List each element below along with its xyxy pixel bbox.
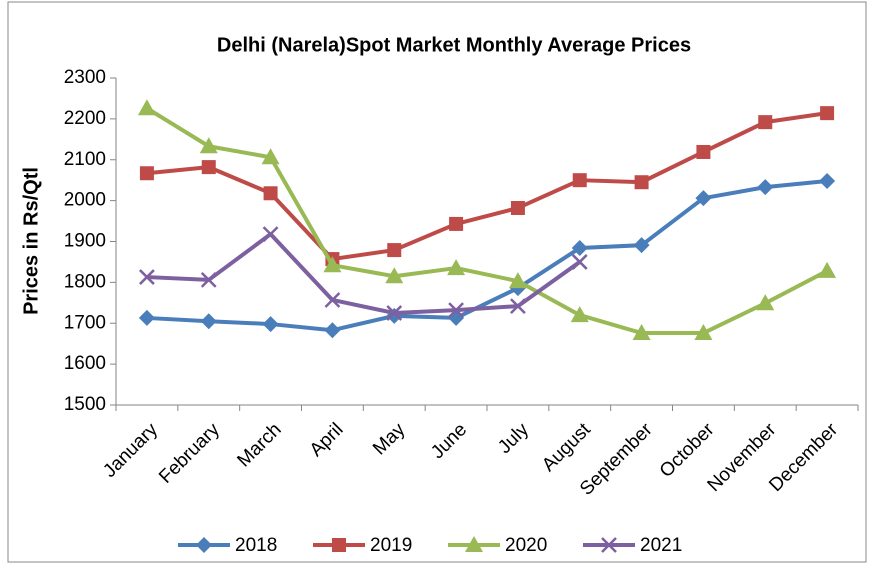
marker xyxy=(199,137,218,154)
marker xyxy=(634,175,649,190)
y-tick-label: 2100 xyxy=(64,149,106,170)
marker xyxy=(510,298,526,314)
legend-label: 2021 xyxy=(640,535,682,556)
legend-label: 2018 xyxy=(235,535,277,556)
marker xyxy=(262,316,279,333)
series-line xyxy=(146,111,828,262)
chart-title: Delhi (Narela)Spot Market Monthly Averag… xyxy=(217,34,691,56)
marker xyxy=(757,179,774,196)
marker xyxy=(386,305,403,321)
y-axis-label: Prices in Rs/Qtl xyxy=(20,167,42,315)
marker xyxy=(201,160,216,175)
marker xyxy=(758,115,773,130)
marker xyxy=(137,99,156,116)
marker xyxy=(448,302,464,319)
y-tick-label: 2300 xyxy=(64,67,106,88)
marker xyxy=(695,190,712,207)
y-tick-label: 1500 xyxy=(64,394,106,415)
marker xyxy=(572,173,587,188)
marker xyxy=(696,144,711,159)
chart-frame xyxy=(7,1,867,563)
marker xyxy=(139,166,154,181)
marker xyxy=(601,537,617,553)
series-line xyxy=(146,179,828,333)
marker xyxy=(633,237,650,254)
marker xyxy=(387,243,402,258)
marker xyxy=(449,216,464,231)
legend-label: 2020 xyxy=(505,535,547,556)
marker xyxy=(200,313,217,330)
marker xyxy=(139,269,155,285)
marker xyxy=(819,173,836,190)
y-tick-label: 1700 xyxy=(64,312,106,333)
marker xyxy=(820,106,835,121)
marker xyxy=(324,322,341,339)
marker xyxy=(465,536,483,552)
marker xyxy=(138,309,155,326)
marker xyxy=(332,538,346,552)
marker xyxy=(818,261,837,278)
marker xyxy=(200,272,217,288)
marker xyxy=(385,267,404,284)
marker xyxy=(261,148,280,165)
marker xyxy=(570,306,589,323)
marker xyxy=(196,537,212,553)
y-tick-label: 1800 xyxy=(64,271,106,292)
marker xyxy=(262,226,279,243)
marker xyxy=(571,254,588,270)
marker xyxy=(508,272,527,289)
marker xyxy=(756,294,775,311)
marker xyxy=(632,324,651,341)
y-tick-label: 2200 xyxy=(64,108,106,129)
marker xyxy=(263,186,278,201)
y-tick-label: 1900 xyxy=(64,231,106,252)
series-line xyxy=(145,106,829,336)
series-line xyxy=(146,232,581,316)
marker xyxy=(323,256,342,273)
marker xyxy=(694,324,713,341)
legend-label: 2019 xyxy=(370,535,412,556)
y-tick-label: 2000 xyxy=(64,190,106,211)
marker xyxy=(571,240,588,257)
marker xyxy=(324,292,341,308)
marker xyxy=(510,200,525,215)
y-tick-label: 1600 xyxy=(64,353,106,374)
marker xyxy=(447,259,466,276)
